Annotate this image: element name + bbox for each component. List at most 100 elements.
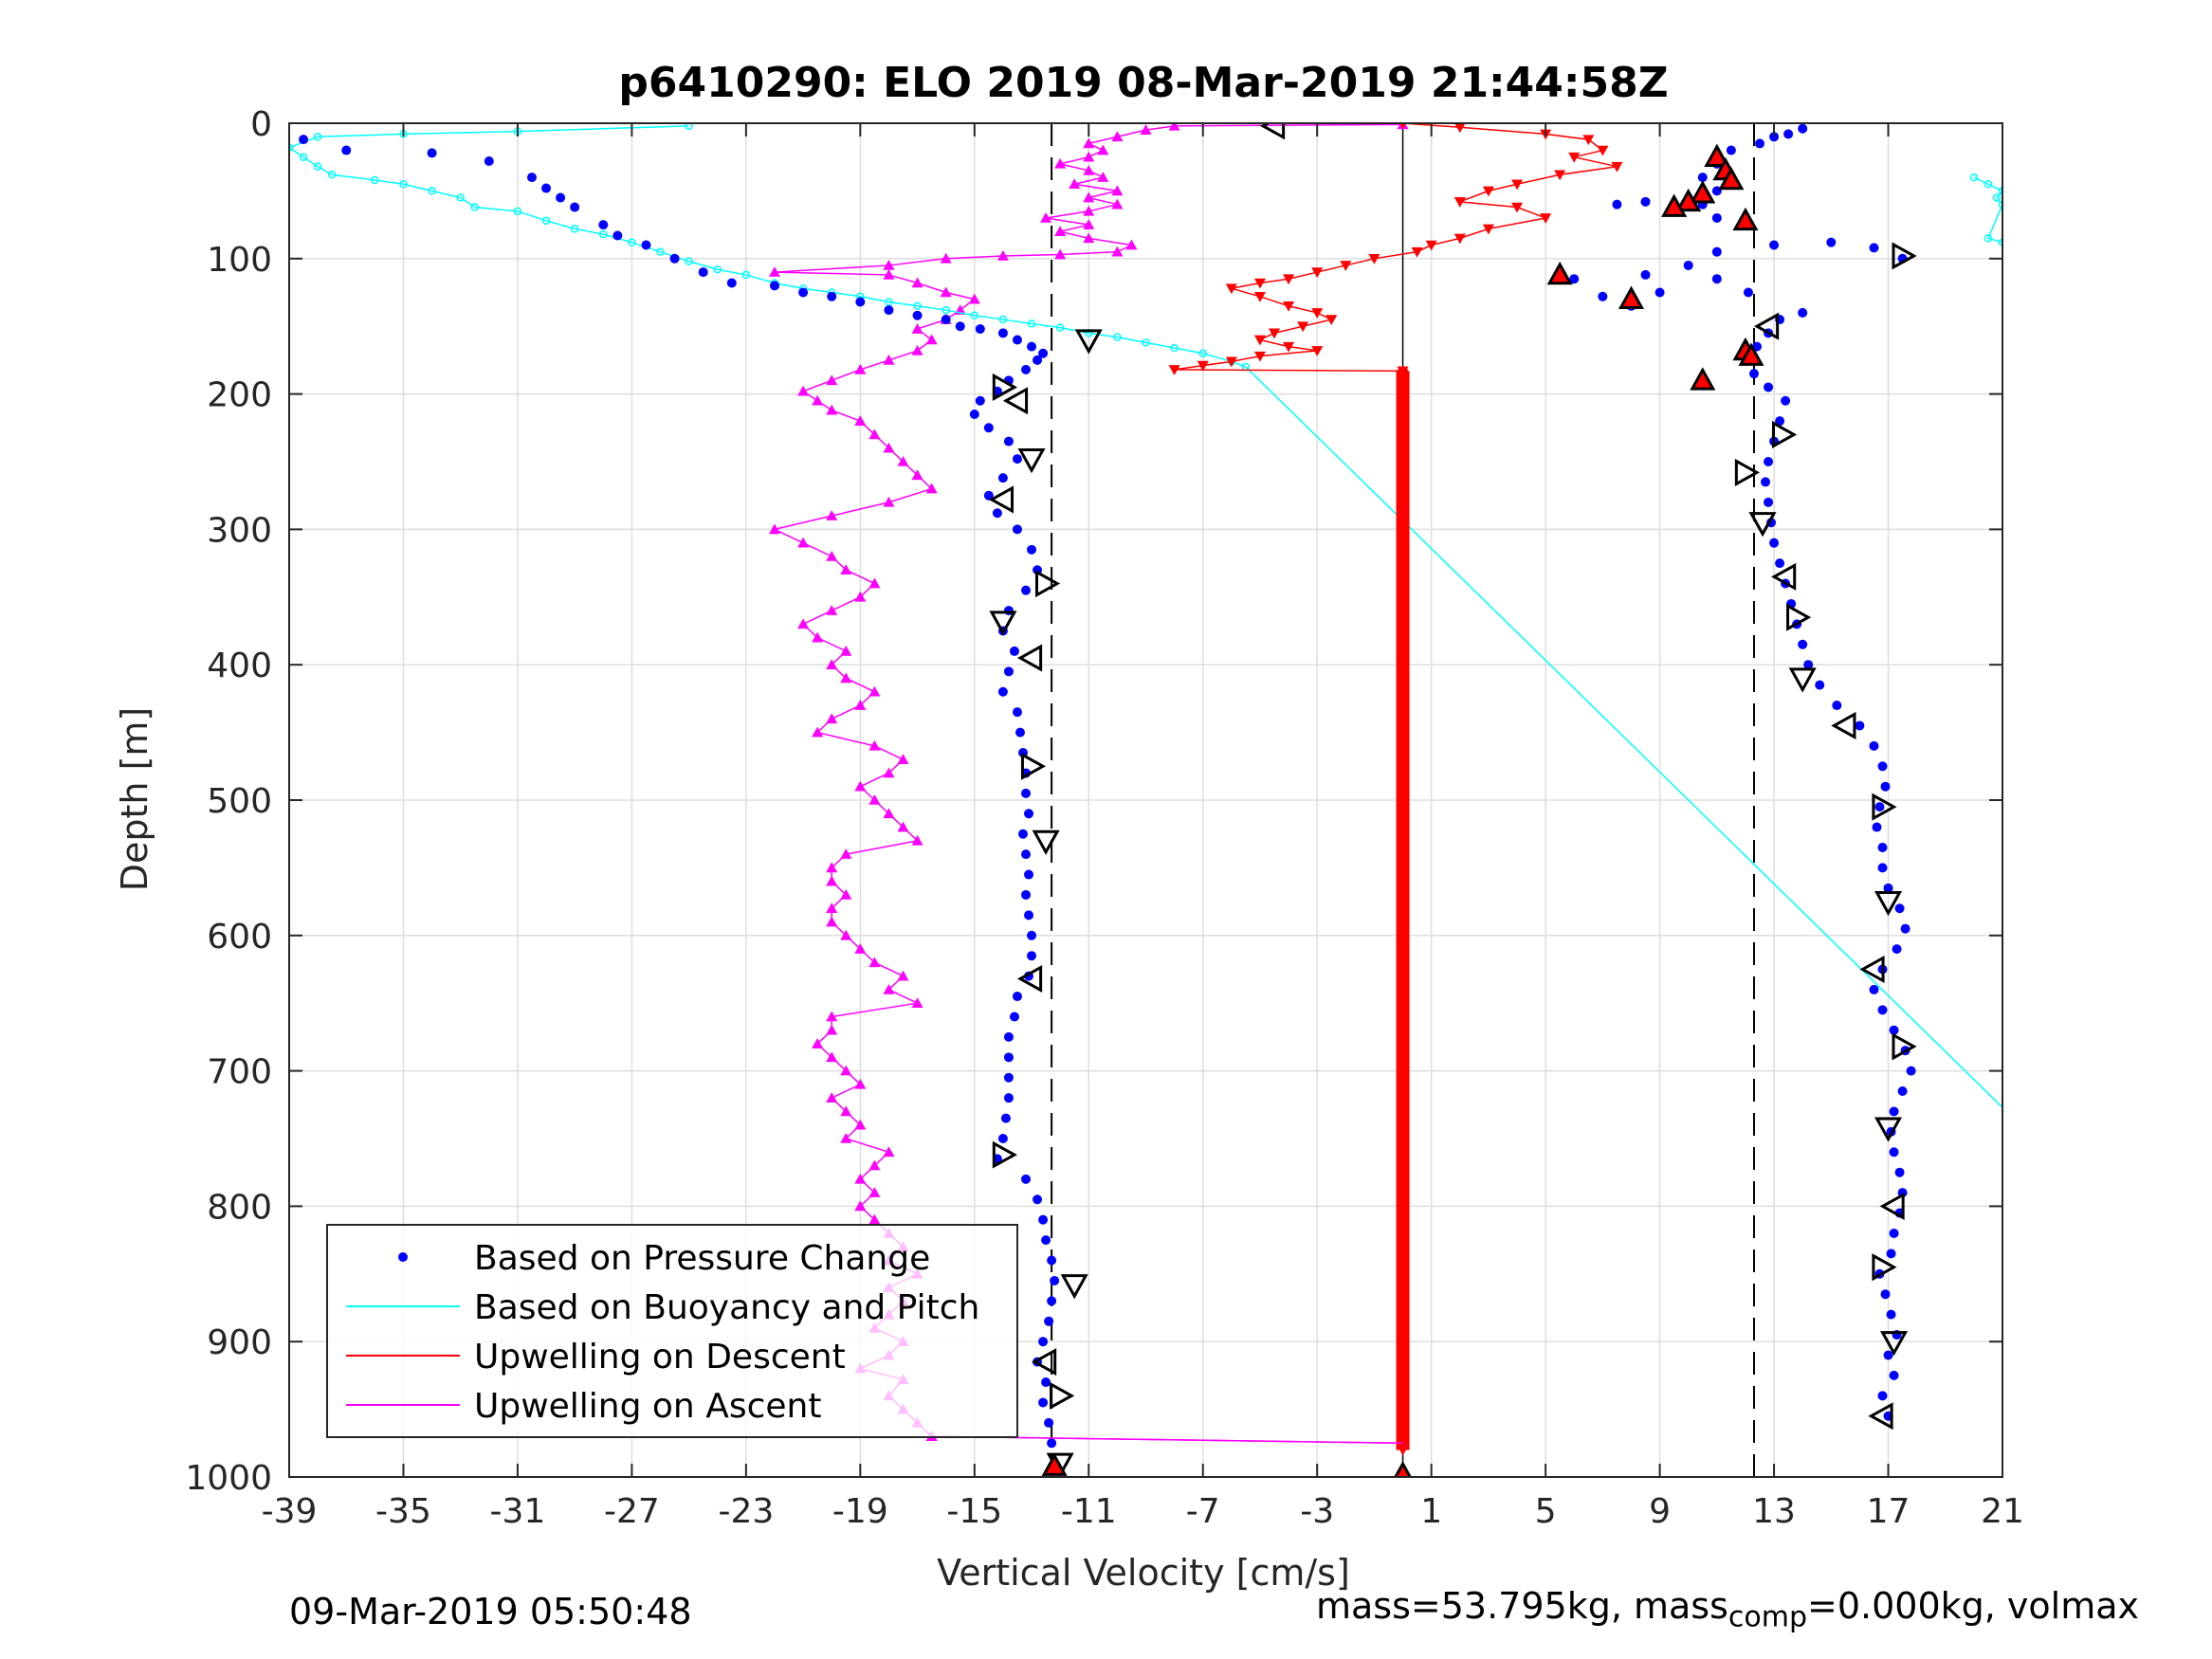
pressure-change-point [1038, 1214, 1049, 1225]
upwelling-ascent-point [925, 483, 938, 494]
pressure-change-point [1883, 1350, 1893, 1360]
pressure-change-point [1877, 761, 1888, 772]
pressure-change-point [1764, 382, 1774, 392]
upwelling-ascent-point [840, 848, 852, 859]
pressure-change-point [1033, 355, 1043, 365]
upwelling-descent-point [1597, 145, 1609, 156]
upwelling-ascent-point [1097, 172, 1109, 182]
upwelling-ascent-point [1111, 185, 1124, 196]
x-tick-label: -31 [490, 1492, 546, 1531]
pressure-change-point [1017, 829, 1028, 839]
pressure-change-point [1711, 274, 1722, 284]
upwelling-ascent-point [1125, 239, 1138, 250]
buoyancy-point [970, 311, 979, 320]
upwelling-descent-point [1582, 135, 1595, 146]
upwelling-descent-point [1168, 365, 1180, 375]
upwelling-ascent-point [840, 1133, 852, 1143]
upwelling-descent-point [1253, 351, 1266, 362]
upwelling-ascent-point [911, 834, 923, 846]
buoyancy-point [399, 180, 408, 189]
pressure-change-point [941, 315, 951, 325]
buoyancy-point [1142, 338, 1150, 347]
upwelling-descent-point [1311, 308, 1324, 319]
open-triangle-marker [1002, 387, 1029, 415]
upwelling-ascent-point [883, 442, 895, 453]
pressure-change-point [1761, 477, 1771, 487]
red-triangle-marker [1618, 285, 1645, 309]
x-tick-label: -39 [262, 1492, 318, 1531]
open-triangle-marker [1753, 312, 1780, 340]
buoyancy-point [570, 225, 579, 233]
pressure-change-point [1775, 558, 1785, 569]
pressure-change-point [1654, 287, 1665, 298]
buoyancy-point [656, 247, 665, 256]
open-triangle-marker [1771, 562, 1797, 591]
pressure-change-point [983, 423, 994, 433]
pressure-change-point [1711, 212, 1722, 223]
upwelling-ascent-point [868, 957, 881, 968]
upwelling-ascent-point [883, 354, 895, 365]
buoyancy-point [685, 123, 693, 131]
pressure-change-point [1748, 369, 1759, 379]
pressure-change-point [1683, 260, 1693, 270]
buoyancy-point [599, 229, 608, 239]
upwelling-ascent-point [826, 875, 838, 886]
upwelling-descent-point [1511, 179, 1524, 191]
upwelling-ascent-point [840, 929, 852, 940]
upwelling-ascent-point [1168, 123, 1180, 131]
x-tick-label: 17 [1867, 1492, 1910, 1531]
pressure-change-point [1889, 1025, 1899, 1035]
upwelling-ascent-point [1083, 164, 1095, 175]
y-tick-label: 200 [207, 376, 272, 415]
pressure-change-point [1569, 274, 1580, 284]
buoyancy-descent-line [289, 125, 1247, 368]
upwelling-descent-point [1225, 356, 1237, 368]
pressure-change-point [1769, 538, 1780, 548]
upwelling-ascent-point [1083, 205, 1095, 216]
upwelling-ascent-point [883, 496, 895, 507]
upwelling-ascent-point [812, 1038, 824, 1048]
open-triangle-marker [1032, 830, 1060, 855]
pressure-change-point [1012, 454, 1022, 465]
pressure-change-point [1869, 243, 1879, 253]
upwelling-ascent-point [996, 249, 1009, 261]
upwelling-ascent-point [812, 631, 824, 643]
upwelling-ascent-point [854, 1200, 867, 1212]
pressure-change-point [669, 253, 680, 264]
mass-text-2: =0.000kg, volmax [1807, 1585, 2140, 1627]
pressure-change-point [1038, 1397, 1049, 1408]
pressure-change-point [1897, 1086, 1908, 1097]
buoyancy-point [1055, 323, 1065, 332]
upwelling-ascent-point [897, 970, 909, 981]
pressure-change-point [1015, 727, 1025, 738]
pressure-change-point [1832, 701, 1842, 711]
open-triangle-marker [1032, 1348, 1057, 1376]
upwelling-ascent-point [868, 1213, 881, 1225]
upwelling-descent-point [1511, 202, 1524, 213]
open-triangle-marker [1034, 569, 1061, 598]
buoyancy-point [628, 238, 636, 246]
pressure-change-point [1803, 660, 1814, 670]
upwelling-ascent-point [883, 1146, 895, 1158]
pressure-change-point [1044, 1316, 1054, 1326]
upwelling-ascent-point [1083, 137, 1095, 149]
pressure-change-point [955, 321, 965, 332]
open-triangle-marker [1016, 964, 1043, 994]
pressure-change-point [1012, 524, 1022, 535]
x-tick-label: -15 [946, 1492, 1002, 1531]
red-triangle-marker [1675, 188, 1702, 212]
upwelling-ascent-point [840, 645, 852, 656]
upwelling-ascent-point [826, 902, 838, 914]
upwelling-descent-point [1554, 170, 1566, 181]
buoyancy-point [1198, 349, 1207, 358]
buoyancy-point [1113, 333, 1122, 341]
legend-box [326, 1224, 1018, 1438]
pressure-change-point [1877, 842, 1888, 852]
pressure-change-point [1889, 1228, 1899, 1238]
pressure-change-point [1027, 930, 1037, 940]
pressure-change-point [1798, 639, 1808, 649]
pressure-change-point [1900, 923, 1910, 934]
pressure-change-point [1050, 1275, 1060, 1285]
pressure-change-point [1886, 1249, 1896, 1259]
